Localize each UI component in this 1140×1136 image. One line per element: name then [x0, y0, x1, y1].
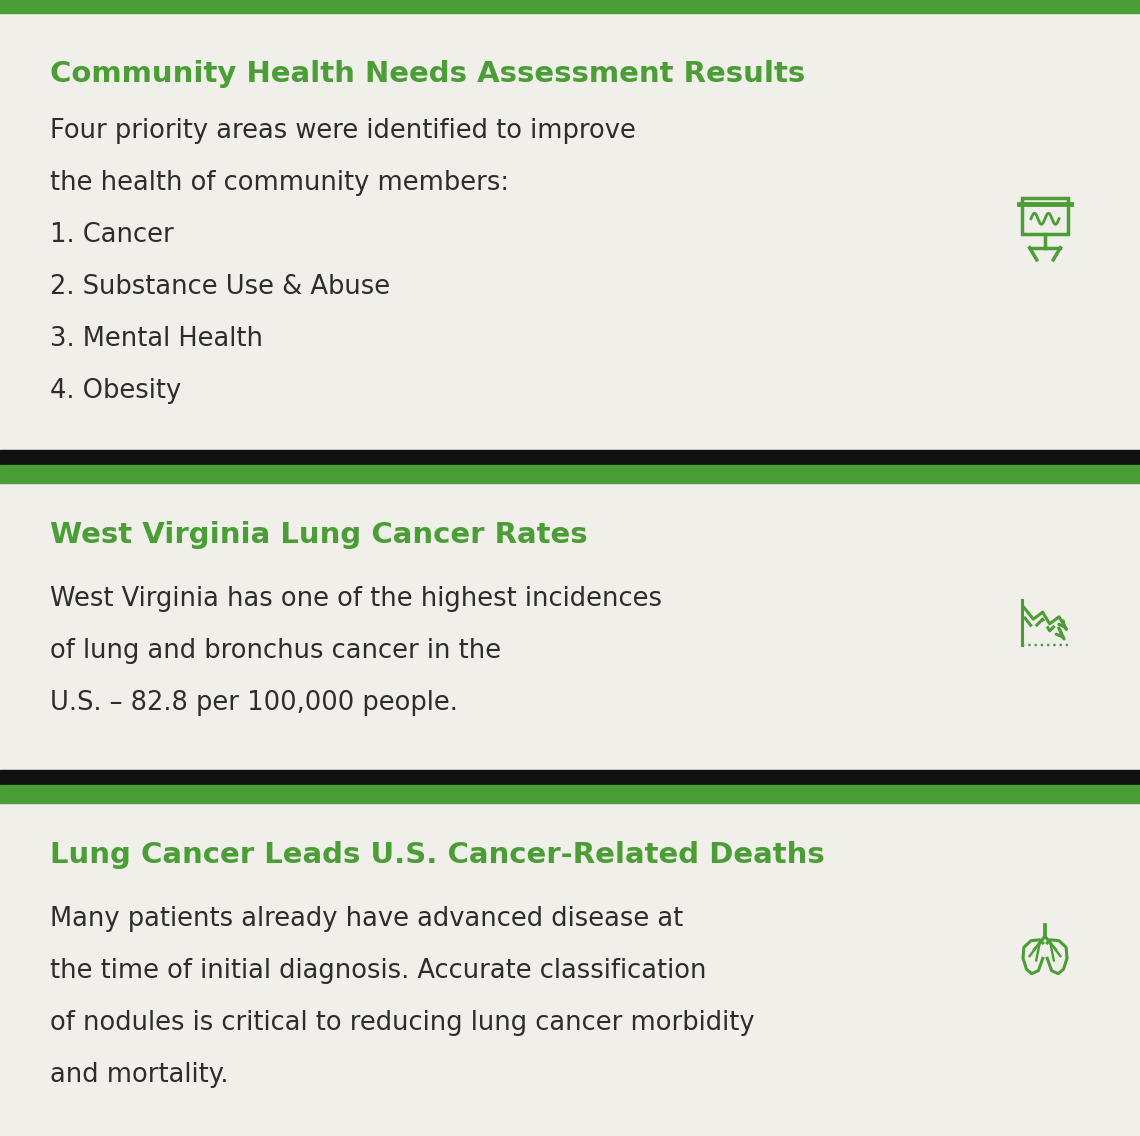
Text: 4. Obesity: 4. Obesity: [50, 378, 181, 404]
Bar: [0, 483, 1140, 770]
Bar: [0, 785, 1140, 803]
Bar: [0, 803, 1140, 1136]
Text: 1. Cancer: 1. Cancer: [50, 222, 173, 248]
Bar: [0, 12, 1140, 450]
Bar: [0, 450, 1140, 465]
Text: of lung and bronchus cancer in the: of lung and bronchus cancer in the: [50, 638, 502, 665]
Text: of nodules is critical to reducing lung cancer morbidity: of nodules is critical to reducing lung …: [50, 1010, 755, 1036]
Bar: [0, 465, 1140, 483]
Text: 2. Substance Use & Abuse: 2. Substance Use & Abuse: [50, 274, 390, 300]
Bar: [1021, 199, 1068, 234]
Text: Lung Cancer Leads U.S. Cancer-Related Deaths: Lung Cancer Leads U.S. Cancer-Related De…: [50, 841, 824, 869]
Bar: [0, 0, 1140, 12]
Text: Many patients already have advanced disease at: Many patients already have advanced dise…: [50, 907, 683, 932]
Text: the time of initial diagnosis. Accurate classification: the time of initial diagnosis. Accurate …: [50, 958, 707, 984]
Text: U.S. – 82.8 per 100,000 people.: U.S. – 82.8 per 100,000 people.: [50, 690, 458, 716]
Text: 3. Mental Health: 3. Mental Health: [50, 326, 263, 352]
Bar: [0, 770, 1140, 785]
Text: West Virginia has one of the highest incidences: West Virginia has one of the highest inc…: [50, 586, 662, 612]
Text: Four priority areas were identified to improve: Four priority areas were identified to i…: [50, 118, 636, 144]
Text: the health of community members:: the health of community members:: [50, 170, 508, 197]
Text: Community Health Needs Assessment Results: Community Health Needs Assessment Result…: [50, 60, 805, 87]
Text: West Virginia Lung Cancer Rates: West Virginia Lung Cancer Rates: [50, 521, 587, 549]
Text: and mortality.: and mortality.: [50, 1062, 228, 1088]
